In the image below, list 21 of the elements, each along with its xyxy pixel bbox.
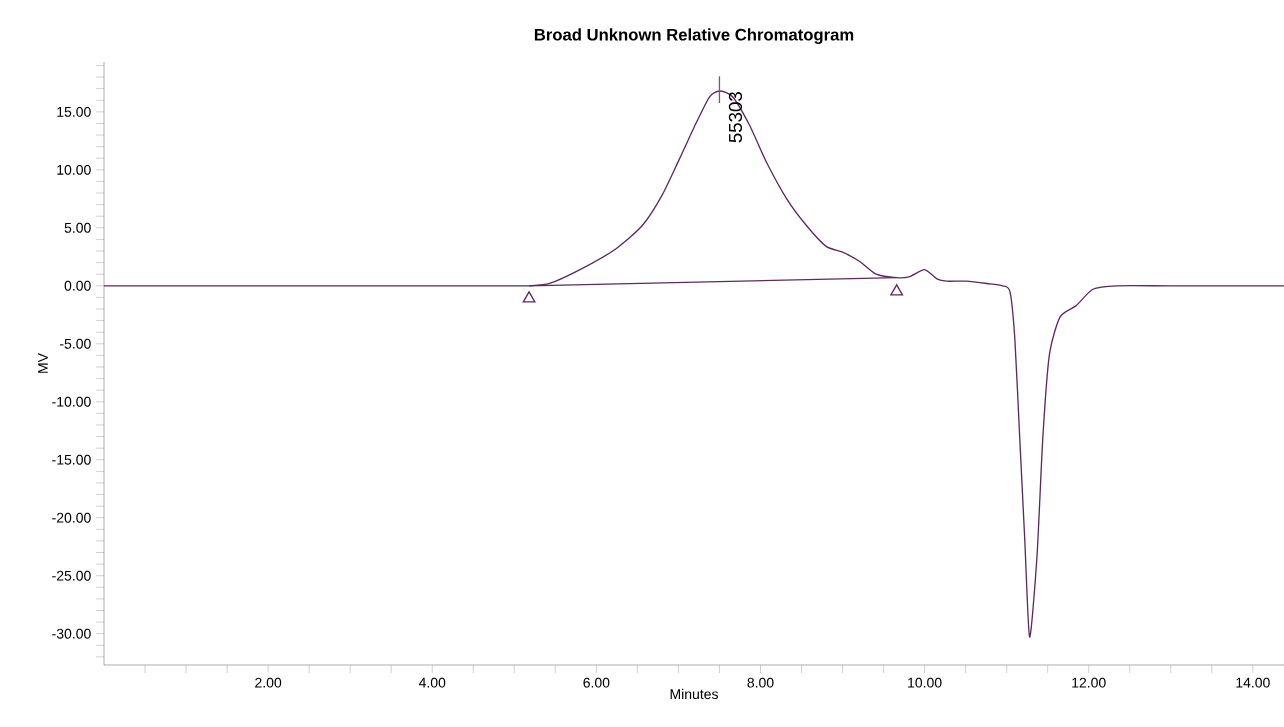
y-tick-label: 5.00: [64, 222, 91, 233]
x-tick-label: 10.00: [908, 677, 942, 688]
y-tick-label: -5.00: [60, 338, 91, 349]
y-tick-label: -20.00: [52, 512, 91, 523]
x-tick-label: 8.00: [747, 677, 774, 688]
y-tick-label: -30.00: [52, 628, 91, 639]
annotation: 55303: [728, 92, 743, 143]
y-tick-label: 0.00: [64, 280, 91, 291]
y-axis-title: MV: [38, 353, 48, 373]
y-tick-label: 10.00: [57, 164, 91, 175]
chart-title: Broad Unknown Relative Chromatogram: [534, 28, 854, 44]
x-tick-label: 2.00: [255, 677, 282, 688]
x-tick-label: 4.00: [418, 677, 446, 688]
x-tick-label: 12.00: [1072, 677, 1106, 688]
y-tick-label: -10.00: [52, 396, 91, 407]
y-tick-label: -25.00: [52, 570, 91, 581]
y-tick-label: 15.00: [57, 106, 91, 117]
y-tick-label: -15.00: [52, 454, 91, 465]
x-tick-label: 14.00: [1236, 677, 1270, 688]
x-axis-title: Minutes: [670, 688, 718, 700]
x-tick-label: 6.00: [583, 677, 610, 688]
